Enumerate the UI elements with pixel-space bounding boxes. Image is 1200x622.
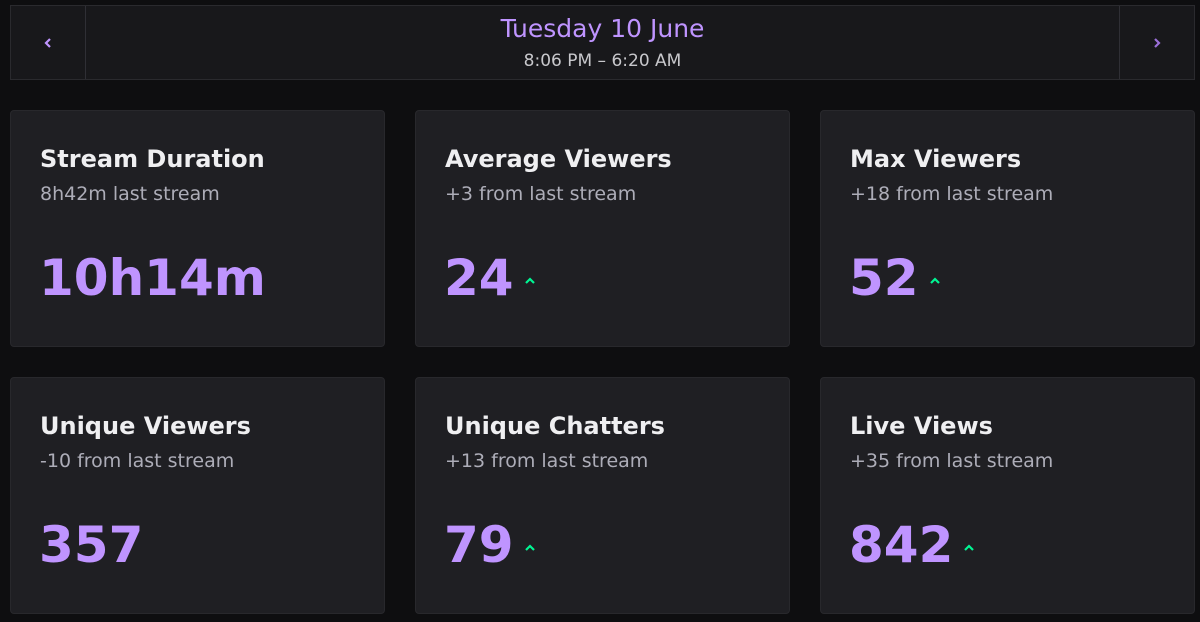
stat-card: Live Views +35 from last stream 842	[820, 377, 1195, 614]
stat-value-row: 842	[849, 516, 975, 574]
stat-value-row: 10h14m	[39, 249, 266, 307]
stat-comparison: +18 from last stream	[850, 183, 1054, 205]
stat-title: Unique Chatters	[445, 412, 665, 440]
stat-card: Unique Viewers -10 from last stream 357	[10, 377, 385, 614]
stat-comparison: +35 from last stream	[850, 450, 1054, 472]
stat-card: Max Viewers +18 from last stream 52	[820, 110, 1195, 347]
chevron-left	[44, 37, 51, 48]
stat-comparison: -10 from last stream	[40, 450, 235, 472]
stat-value: 24	[444, 249, 514, 307]
chevron-up	[524, 277, 535, 284]
next-button[interactable]	[1119, 6, 1194, 79]
stat-value: 79	[444, 516, 514, 574]
stat-value: 357	[39, 516, 144, 574]
stat-title: Unique Viewers	[40, 412, 251, 440]
stat-value: 10h14m	[39, 249, 266, 307]
stat-value-row: 24	[444, 249, 536, 307]
stat-comparison: +3 from last stream	[445, 183, 637, 205]
stat-title: Average Viewers	[445, 145, 672, 173]
chevron-up	[524, 544, 535, 551]
stat-title: Max Viewers	[850, 145, 1022, 173]
chevron-up	[929, 277, 940, 284]
trend-up-icon	[964, 544, 975, 551]
trend-up-icon	[524, 544, 535, 551]
stat-value: 52	[849, 249, 919, 307]
stat-comparison: 8h42m last stream	[40, 183, 220, 205]
stat-title: Live Views	[850, 412, 993, 440]
date-title: Tuesday 10 June	[500, 14, 705, 43]
chevron-right	[1154, 37, 1161, 48]
trend-up-icon	[524, 277, 535, 284]
trend-up-icon	[929, 277, 940, 284]
stat-value-row: 52	[849, 249, 941, 307]
stat-comparison: +13 from last stream	[445, 450, 649, 472]
prev-button[interactable]	[11, 6, 86, 79]
stat-card: Stream Duration 8h42m last stream 10h14m	[10, 110, 385, 347]
stat-title: Stream Duration	[40, 145, 265, 173]
stat-value-row: 357	[39, 516, 143, 574]
time-range: 8:06 PM – 6:20 AM	[523, 51, 682, 71]
stat-card: Unique Chatters +13 from last stream 79	[415, 377, 790, 614]
stat-value-row: 79	[444, 516, 536, 574]
stat-card: Average Viewers +3 from last stream 24	[415, 110, 790, 347]
stat-value: 842	[849, 516, 954, 574]
chevron-up	[964, 544, 975, 551]
date-header: Tuesday 10 June 8:06 PM – 6:20 AM	[10, 5, 1195, 80]
